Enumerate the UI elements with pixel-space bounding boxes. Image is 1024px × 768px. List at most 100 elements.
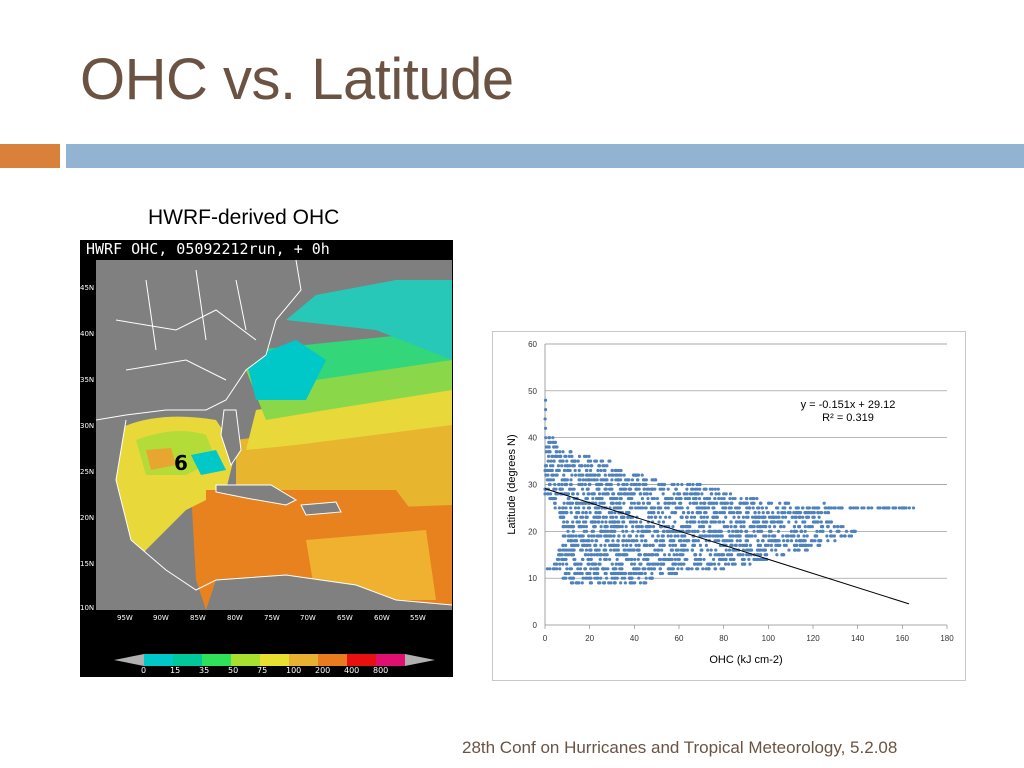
data-point bbox=[576, 567, 580, 571]
data-point bbox=[613, 548, 617, 552]
data-point bbox=[635, 473, 639, 477]
data-point bbox=[641, 482, 645, 487]
data-point bbox=[596, 534, 600, 538]
data-point bbox=[637, 482, 641, 487]
data-point bbox=[653, 548, 657, 552]
data-point bbox=[634, 487, 638, 491]
data-point bbox=[724, 557, 728, 562]
data-point bbox=[626, 478, 630, 482]
data-point bbox=[745, 539, 750, 543]
data-point bbox=[697, 496, 702, 501]
data-point bbox=[620, 515, 624, 519]
data-point bbox=[604, 492, 609, 496]
data-point bbox=[635, 525, 639, 529]
colorbar-label: 50 bbox=[228, 666, 239, 675]
footer-citation: 28th Conf on Hurricanes and Tropical Met… bbox=[462, 738, 898, 757]
data-point bbox=[674, 506, 678, 510]
data-point bbox=[573, 562, 577, 566]
data-point bbox=[706, 562, 710, 566]
lon-label: 70W bbox=[300, 614, 316, 622]
data-point bbox=[577, 506, 581, 510]
data-point bbox=[563, 548, 567, 552]
data-point bbox=[577, 454, 582, 458]
data-point bbox=[705, 496, 709, 501]
x-tick-label: 40 bbox=[630, 634, 639, 643]
data-point bbox=[569, 482, 573, 487]
data-point bbox=[680, 506, 684, 510]
data-point bbox=[565, 520, 569, 524]
data-point bbox=[622, 501, 626, 505]
data-point bbox=[775, 553, 779, 557]
data-point bbox=[595, 576, 599, 580]
data-point bbox=[626, 548, 630, 552]
data-point bbox=[601, 492, 605, 496]
data-point bbox=[662, 487, 666, 491]
data-point bbox=[788, 511, 792, 515]
data-point bbox=[695, 487, 699, 491]
data-point bbox=[564, 557, 568, 562]
data-point bbox=[608, 557, 612, 562]
accent-bar-orange bbox=[0, 144, 60, 168]
data-point bbox=[569, 539, 573, 543]
data-point bbox=[630, 557, 634, 562]
data-point bbox=[607, 487, 612, 491]
data-point bbox=[802, 534, 806, 538]
data-point bbox=[708, 534, 712, 538]
data-point bbox=[753, 534, 757, 538]
data-point bbox=[657, 557, 661, 562]
data-point bbox=[719, 529, 723, 533]
data-point bbox=[543, 426, 548, 430]
data-point bbox=[694, 496, 698, 501]
data-point bbox=[683, 496, 687, 501]
data-point bbox=[610, 529, 614, 533]
data-point bbox=[698, 543, 703, 547]
data-point bbox=[804, 511, 808, 515]
data-point bbox=[572, 464, 576, 468]
data-point bbox=[744, 515, 749, 519]
data-point bbox=[687, 567, 691, 571]
data-point bbox=[611, 543, 615, 547]
data-point bbox=[553, 501, 557, 505]
data-point bbox=[566, 534, 571, 538]
data-point bbox=[790, 515, 794, 519]
data-point bbox=[756, 515, 761, 519]
data-point bbox=[761, 511, 765, 515]
data-point bbox=[668, 529, 673, 533]
data-point bbox=[714, 529, 718, 533]
data-point bbox=[629, 501, 634, 505]
data-point bbox=[637, 543, 641, 547]
data-point bbox=[630, 576, 634, 580]
data-point bbox=[603, 567, 607, 571]
data-point bbox=[653, 487, 657, 491]
data-point bbox=[609, 482, 613, 487]
data-point bbox=[550, 473, 554, 477]
data-point bbox=[667, 553, 671, 557]
data-point bbox=[625, 553, 629, 557]
data-point bbox=[626, 515, 630, 519]
data-point bbox=[735, 520, 739, 524]
lon-label: 75W bbox=[264, 614, 280, 622]
data-point bbox=[798, 515, 802, 519]
data-point bbox=[632, 539, 636, 543]
data-point bbox=[551, 464, 555, 468]
data-point bbox=[687, 511, 691, 515]
y-tick-label: 60 bbox=[528, 340, 537, 349]
data-point bbox=[709, 520, 713, 524]
data-point bbox=[582, 454, 587, 458]
data-point bbox=[615, 576, 619, 580]
data-point bbox=[654, 515, 658, 519]
data-point bbox=[805, 515, 809, 519]
data-point bbox=[724, 515, 728, 519]
ohc-map-graphic: 6 bbox=[96, 260, 452, 610]
colorbar-segment bbox=[289, 654, 318, 666]
data-point bbox=[649, 515, 654, 519]
data-point bbox=[576, 459, 580, 463]
data-point bbox=[662, 529, 666, 533]
data-point bbox=[631, 525, 635, 529]
data-point bbox=[635, 534, 639, 538]
data-point bbox=[605, 464, 609, 468]
x-tick-label: 160 bbox=[896, 634, 910, 643]
data-point bbox=[794, 539, 798, 543]
data-point bbox=[625, 543, 629, 547]
data-point bbox=[796, 548, 800, 552]
